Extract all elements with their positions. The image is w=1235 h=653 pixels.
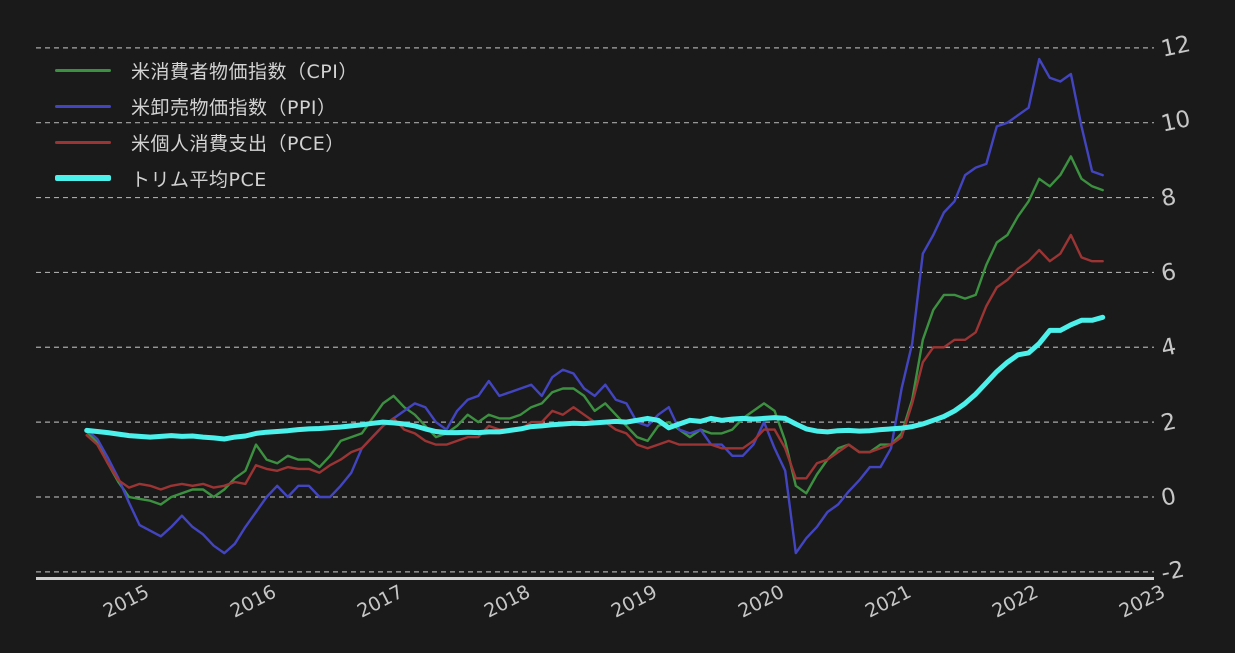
y-tick-label--2: -2	[1159, 557, 1187, 587]
series-line-3	[84, 314, 1106, 442]
x-tick-label-2023: 2023	[1116, 581, 1169, 623]
y-tick-label-6: 6	[1159, 259, 1179, 287]
legend-label: 米卸売物価指数（PPI）	[131, 96, 337, 119]
y-tick-label-2: 2	[1159, 409, 1179, 437]
y-tick-label-0: 0	[1159, 483, 1179, 511]
legend-label: トリム平均PCE	[131, 168, 267, 191]
x-tick-label-2015: 2015	[100, 581, 153, 623]
x-tick-label-2022: 2022	[989, 581, 1042, 623]
legend-label: 米消費者物価指数（CPI）	[131, 60, 358, 83]
legend-item-2[interactable]: 米個人消費支出（PCE）	[55, 124, 358, 160]
legend-item-0[interactable]: 米消費者物価指数（CPI）	[55, 52, 358, 88]
x-tick-label-2016: 2016	[227, 581, 280, 623]
x-tick-label-2020: 2020	[735, 581, 788, 623]
legend-swatch-icon	[55, 104, 111, 108]
legend-swatch-icon	[55, 175, 111, 181]
series-line-1	[85, 57, 1104, 555]
legend-swatch-icon	[55, 68, 111, 72]
x-tick-label-2017: 2017	[354, 581, 407, 623]
legend: 米消費者物価指数（CPI） 米卸売物価指数（PPI） 米個人消費支出（PCE） トリム…	[55, 52, 358, 196]
y-tick-label-4: 4	[1159, 334, 1179, 362]
y-tick-label-10: 10	[1159, 106, 1193, 138]
series-line-0	[85, 155, 1104, 506]
legend-item-1[interactable]: 米卸売物価指数（PPI）	[55, 88, 358, 124]
legend-swatch-icon	[55, 140, 111, 144]
x-tick-label-2021: 2021	[862, 581, 915, 623]
legend-label: 米個人消費支出（PCE）	[131, 132, 345, 155]
x-tick-label-2018: 2018	[481, 581, 534, 623]
y-tick-label-8: 8	[1159, 184, 1179, 212]
y-tick-label-12: 12	[1159, 31, 1193, 63]
legend-item-3[interactable]: トリム平均PCE	[55, 160, 358, 196]
x-tick-label-2019: 2019	[608, 581, 661, 623]
series-line-2	[85, 233, 1104, 491]
